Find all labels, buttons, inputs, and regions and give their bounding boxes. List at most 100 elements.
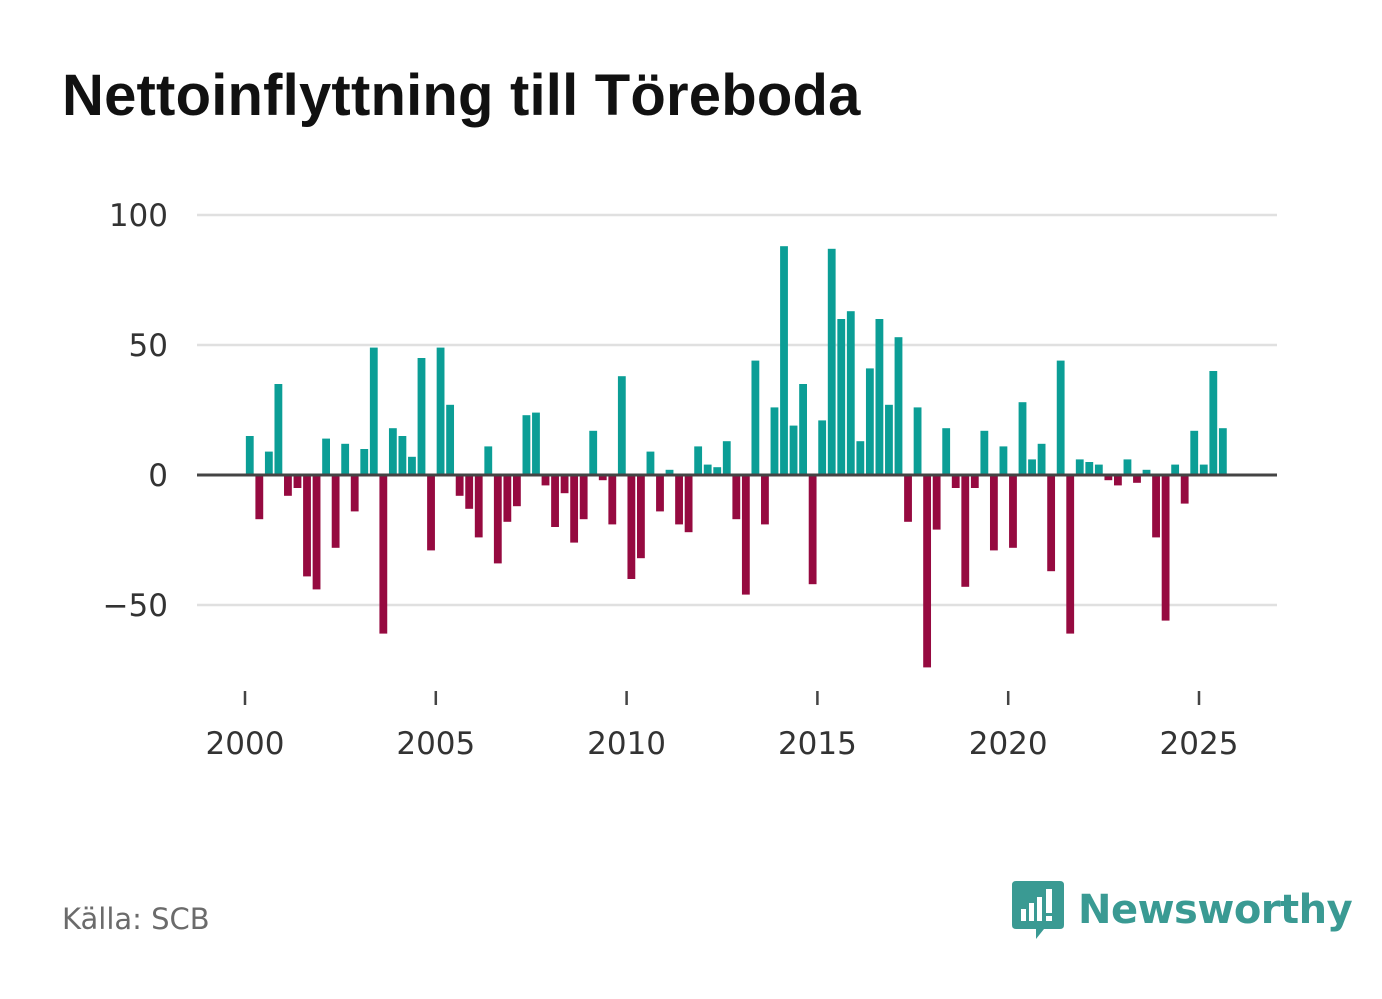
bar (1209, 371, 1218, 475)
bar (1161, 475, 1170, 621)
newsworthy-logo-icon (1012, 881, 1064, 939)
bar (589, 430, 598, 475)
bar (837, 319, 846, 475)
bar (417, 358, 426, 475)
bar (1094, 464, 1103, 475)
bar (1075, 459, 1084, 475)
bar (570, 475, 579, 543)
bar (350, 475, 359, 512)
bar (360, 449, 369, 475)
bar (465, 475, 474, 509)
bar (904, 475, 912, 522)
bar (980, 430, 989, 475)
bar (894, 337, 903, 475)
bar (398, 436, 407, 475)
bar (1114, 475, 1122, 486)
bar (532, 412, 540, 475)
bar (503, 475, 512, 522)
bar (446, 404, 455, 475)
bar (656, 475, 664, 512)
bar (617, 376, 626, 475)
bar (1104, 475, 1113, 481)
bar (665, 469, 674, 475)
bar (1199, 464, 1208, 475)
x-tick-label: 2025 (1160, 726, 1239, 762)
x-tick-label: 2005 (396, 726, 475, 762)
bar (942, 428, 951, 475)
x-tick-label: 2000 (206, 726, 285, 762)
bar (703, 464, 712, 475)
bar (961, 475, 970, 587)
bar (1123, 459, 1132, 475)
brand-logo: Newsworthy (1010, 878, 1353, 942)
bar (303, 475, 311, 577)
bar (818, 420, 827, 475)
bar (388, 428, 397, 475)
bar (293, 475, 302, 488)
bar (608, 475, 617, 525)
bar (1018, 402, 1027, 475)
bar (436, 347, 445, 475)
bar (865, 368, 874, 475)
bar (627, 475, 636, 579)
bar (751, 360, 760, 475)
bar (999, 446, 1008, 475)
bar (1142, 469, 1151, 475)
bar (493, 475, 502, 564)
bar (694, 446, 703, 475)
bar (1152, 475, 1160, 538)
bar (484, 446, 493, 475)
bar (989, 475, 998, 551)
bar (885, 404, 893, 475)
x-tick-label: 2020 (969, 726, 1048, 762)
bar (379, 475, 388, 634)
source-credit: Källa: SCB (62, 902, 210, 936)
bar (1218, 428, 1227, 475)
bar (1133, 475, 1141, 483)
bar (331, 475, 340, 548)
bar (637, 475, 645, 559)
bar (560, 475, 569, 494)
bar (579, 475, 588, 520)
bar (923, 475, 932, 668)
bar (512, 475, 521, 507)
bar (732, 475, 741, 520)
bar (312, 475, 321, 590)
bar (770, 407, 779, 475)
bar (761, 475, 769, 525)
bar (284, 475, 292, 496)
x-tick-label: 2010 (587, 726, 666, 762)
bar (427, 475, 435, 551)
bar (474, 475, 483, 538)
bar (875, 319, 884, 475)
y-tick-label: 50 (129, 328, 168, 364)
bar (970, 475, 979, 488)
bar (827, 248, 836, 475)
bar (455, 475, 464, 496)
bar (1028, 459, 1036, 475)
bar (1180, 475, 1189, 504)
bar (713, 467, 722, 475)
bar (1037, 443, 1046, 475)
bar (598, 475, 607, 481)
bar (255, 475, 264, 520)
bar (245, 436, 254, 475)
bar (1190, 430, 1199, 475)
brand-name: Newsworthy (1078, 887, 1353, 933)
bar (522, 415, 531, 475)
bar (1066, 475, 1075, 634)
bar (1085, 462, 1094, 475)
bar (951, 475, 960, 488)
bar (1009, 475, 1017, 548)
bar (274, 384, 283, 475)
bar (846, 311, 855, 475)
bar (369, 347, 378, 475)
bar (1047, 475, 1056, 572)
bar (799, 384, 807, 475)
y-tick-label: 0 (148, 458, 168, 494)
bar (780, 246, 788, 475)
x-tick-label: 2015 (778, 726, 857, 762)
bar (789, 425, 798, 475)
bar (684, 475, 693, 533)
